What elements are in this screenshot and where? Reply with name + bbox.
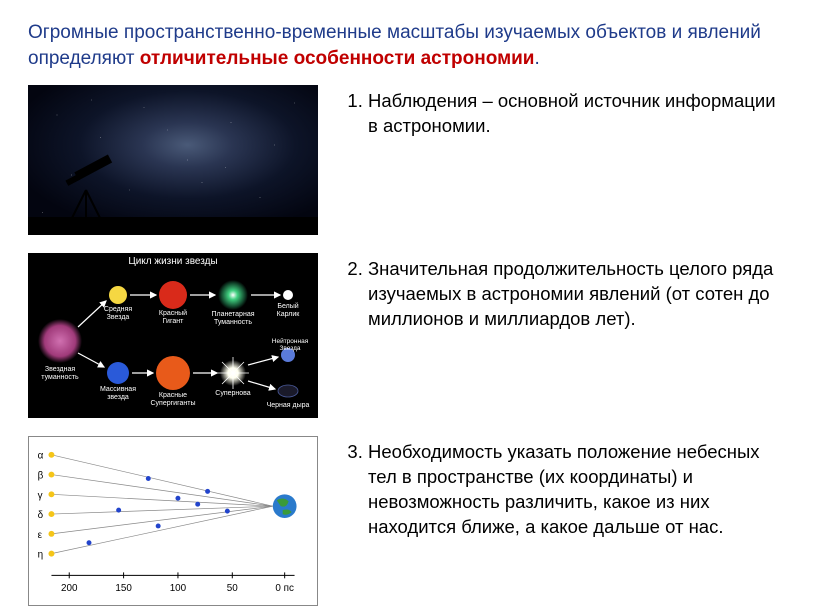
- svg-text:Звезда: Звезда: [107, 314, 130, 321]
- svg-text:0 пс: 0 пс: [275, 583, 294, 594]
- svg-text:100: 100: [170, 583, 187, 594]
- svg-text:Красный: Красный: [159, 309, 187, 317]
- row-3: αβ γδ εη: [28, 436, 788, 606]
- svg-text:Нейтронная: Нейтронная: [272, 337, 309, 345]
- heading-suffix: .: [534, 48, 539, 69]
- svg-text:Звездная: Звездная: [45, 366, 76, 373]
- svg-text:β: β: [38, 471, 44, 482]
- heading: Огромные пространственно-временные масшт…: [28, 20, 788, 71]
- svg-text:ε: ε: [38, 530, 43, 541]
- svg-text:η: η: [38, 550, 44, 561]
- svg-text:Массивная: Массивная: [100, 386, 136, 393]
- svg-text:Звезда: Звезда: [279, 345, 300, 352]
- list-item-3: Необходимость указать положение небесных…: [346, 440, 788, 540]
- svg-text:Карлик: Карлик: [277, 311, 301, 318]
- svg-text:Средняя: Средняя: [104, 306, 132, 313]
- svg-text:Планетарная: Планетарная: [212, 311, 255, 318]
- image-parallax: αβ γδ εη: [28, 436, 318, 606]
- svg-text:Красные: Красные: [159, 392, 187, 399]
- svg-text:туманность: туманность: [41, 374, 79, 381]
- image-star-lifecycle: Цикл жизни звезды Звездная туманность: [28, 253, 318, 418]
- svg-text:γ: γ: [38, 491, 43, 502]
- item-2-text: Значительная продолжительность целого ря…: [368, 257, 788, 332]
- image-telescope: [28, 85, 318, 235]
- item-1-text: Наблюдения – основной источник информаци…: [368, 89, 788, 139]
- svg-text:Белый: Белый: [277, 302, 298, 310]
- heading-accent: отличительные особенности астрономии: [140, 48, 535, 69]
- svg-text:200: 200: [61, 583, 78, 594]
- svg-text:Туманность: Туманность: [214, 319, 252, 326]
- row-1: Наблюдения – основной источник информаци…: [28, 85, 788, 235]
- svg-text:Гигант: Гигант: [163, 318, 184, 325]
- list-item-1: Наблюдения – основной источник информаци…: [346, 89, 788, 139]
- telescope-icon: [46, 145, 126, 225]
- item-3-text: Необходимость указать положение небесных…: [368, 440, 788, 540]
- svg-text:α: α: [38, 451, 44, 462]
- lifecycle-title: Цикл жизни звезды: [28, 256, 318, 267]
- svg-text:150: 150: [115, 583, 132, 594]
- svg-text:δ: δ: [38, 510, 44, 521]
- svg-text:звезда: звезда: [107, 394, 129, 401]
- list-item-2: Значительная продолжительность целого ря…: [346, 257, 788, 332]
- row-2: Цикл жизни звезды Звездная туманность: [28, 253, 788, 418]
- svg-text:Черная дыра: Черная дыра: [267, 402, 310, 409]
- svg-text:50: 50: [227, 583, 238, 594]
- svg-text:Супернова: Супернова: [215, 390, 251, 397]
- svg-text:Супергиганты: Супергиганты: [151, 400, 196, 407]
